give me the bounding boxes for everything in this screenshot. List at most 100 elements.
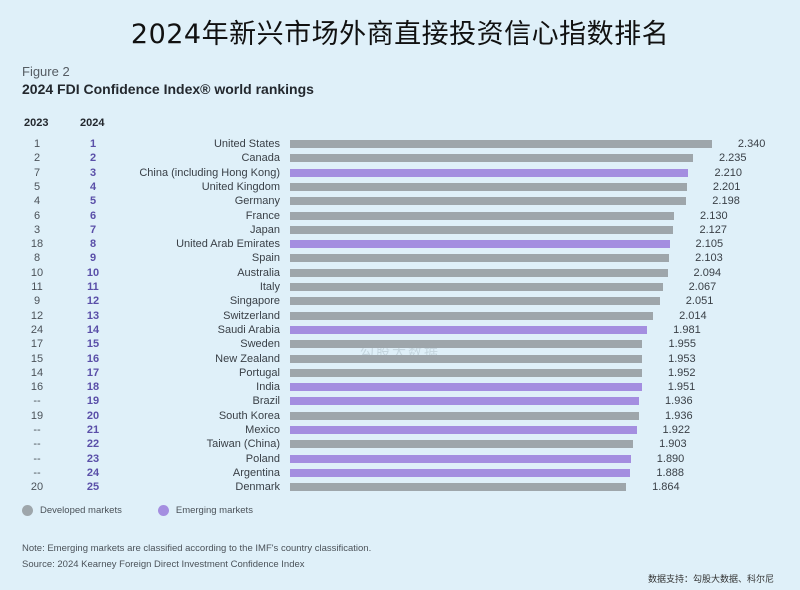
chart-row: 5 4 United Kingdom 2.201 <box>0 180 800 194</box>
column-header-2024: 2024 <box>80 117 105 129</box>
value-label: 2.014 <box>679 309 707 322</box>
rank-2023: 20 <box>30 481 44 494</box>
country-label: Canada <box>241 152 280 165</box>
chart-legend: Developed markets Emerging markets <box>22 505 253 516</box>
rank-2024: 15 <box>86 338 100 351</box>
bar <box>290 454 631 463</box>
rank-2023: 11 <box>31 281 43 293</box>
country-label: South Korea <box>218 409 280 422</box>
chart-row: 1 1 United States 2.340 <box>0 137 800 151</box>
chart-row: 15 16 New Zealand 1.953 <box>0 352 800 366</box>
rank-2023: 18 <box>30 238 44 251</box>
country-label: Mexico <box>245 424 280 436</box>
rank-2024: 8 <box>89 238 97 251</box>
rank-2023: 10 <box>30 266 44 279</box>
bar <box>290 440 634 449</box>
footnote-note: Note: Emerging markets are classified ac… <box>22 543 372 554</box>
rank-2024: 25 <box>86 481 100 494</box>
value-label: 1.864 <box>652 481 680 494</box>
rank-2023: 7 <box>33 166 41 179</box>
rank-2023: 8 <box>33 252 41 265</box>
value-label: 2.105 <box>695 238 724 251</box>
chart-row: 3 7 Japan 2.127 <box>0 223 800 237</box>
value-label: 2.198 <box>712 195 740 208</box>
country-label: Poland <box>245 452 280 465</box>
value-label: 2.210 <box>714 166 742 179</box>
value-label: 2.094 <box>693 266 722 279</box>
chart-row: 4 5 Germany 2.198 <box>0 194 800 208</box>
value-label: 2.201 <box>712 180 741 193</box>
rank-2024: 18 <box>86 381 100 394</box>
country-label: China (including Hong Kong) <box>139 166 280 179</box>
bar <box>290 297 660 306</box>
country-label: Denmark <box>235 481 280 494</box>
chart-row: 18 8 United Arab Emirates 2.105 <box>0 237 800 251</box>
value-label: 1.888 <box>656 466 684 479</box>
rank-2023: -- <box>33 466 41 479</box>
country-label: United Kingdom <box>201 180 280 193</box>
country-label: Argentina <box>232 466 280 479</box>
country-label: New Zealand <box>215 352 280 365</box>
bar <box>290 354 643 363</box>
rank-2024: 24 <box>86 466 100 479</box>
value-label: 2.235 <box>718 152 747 165</box>
bar <box>290 140 712 148</box>
legend-label-emerging: Emerging markets <box>175 505 253 516</box>
bar <box>290 325 648 334</box>
bar <box>290 383 642 392</box>
developed-dot-icon <box>22 505 33 516</box>
bar <box>290 254 670 263</box>
rank-2024: 16 <box>86 352 100 365</box>
bar <box>290 225 674 234</box>
chart-row: 6 6 France 2.130 <box>0 209 800 223</box>
bar <box>290 368 642 377</box>
value-label: 1.952 <box>667 366 696 379</box>
bar <box>290 182 687 191</box>
country-label: Brazil <box>252 395 280 408</box>
country-label: Taiwan (China) <box>206 438 280 451</box>
rank-2023: -- <box>33 424 41 436</box>
rank-2023: -- <box>33 395 41 408</box>
bar <box>290 483 627 492</box>
chart-row: 7 3 China (including Hong Kong) 2.210 <box>0 166 800 180</box>
rank-2023: 14 <box>30 366 44 379</box>
chart-row: 17 15 Sweden 1.955 <box>0 337 800 351</box>
rank-2023: 2 <box>33 152 41 165</box>
rank-2024: 5 <box>89 195 97 208</box>
rank-2023: 9 <box>33 295 41 308</box>
bar <box>290 154 693 163</box>
rank-2024: 2 <box>89 152 97 165</box>
value-label: 1.981 <box>673 323 701 336</box>
bar <box>290 397 640 406</box>
rank-2024: 10 <box>86 266 100 279</box>
rank-2023: 5 <box>33 180 41 193</box>
rank-2023: 6 <box>33 209 41 222</box>
bar <box>290 311 654 320</box>
value-label: 1.951 <box>667 381 696 394</box>
rank-2023: 12 <box>30 309 44 322</box>
value-label: 1.936 <box>665 409 693 422</box>
bar <box>290 340 643 349</box>
chart-row: 24 14 Saudi Arabia 1.981 <box>0 323 800 337</box>
rank-2023: 4 <box>33 195 41 208</box>
country-label: Italy <box>259 281 280 293</box>
country-label: Spain <box>251 252 280 265</box>
rank-2024: 13 <box>86 309 100 322</box>
bar <box>290 211 675 220</box>
rank-2023: 19 <box>30 409 44 422</box>
bar <box>290 411 640 420</box>
rank-2023: -- <box>33 438 41 451</box>
rank-2023: 3 <box>33 223 41 236</box>
country-label: Sweden <box>240 338 280 351</box>
value-label: 1.922 <box>662 424 691 436</box>
chart-row: 2 2 Canada 2.235 <box>0 151 800 165</box>
footnote-source: Source: 2024 Kearney Foreign Direct Inve… <box>22 559 305 570</box>
bar <box>290 240 670 249</box>
country-label: Japan <box>250 223 280 236</box>
rank-2024: 3 <box>89 166 97 179</box>
bar <box>290 426 637 434</box>
chart-row: 16 18 India 1.951 <box>0 380 800 394</box>
value-label: 2.051 <box>685 295 714 308</box>
country-label: India <box>256 381 280 394</box>
country-label: Portugal <box>239 366 280 379</box>
